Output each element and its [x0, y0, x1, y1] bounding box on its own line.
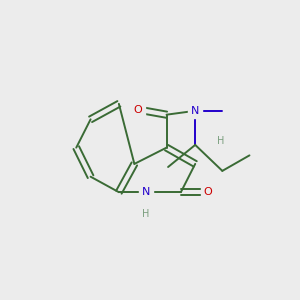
Bar [188, 104, 202, 118]
Text: N: N [191, 106, 200, 116]
Text: N: N [142, 187, 150, 197]
Text: O: O [134, 105, 142, 115]
Bar [214, 134, 228, 148]
Bar [139, 207, 153, 221]
Text: O: O [204, 187, 212, 197]
Text: H: H [217, 136, 224, 146]
Bar [201, 185, 215, 199]
Text: H: H [142, 209, 150, 219]
Bar [139, 185, 153, 199]
Bar [131, 103, 145, 117]
